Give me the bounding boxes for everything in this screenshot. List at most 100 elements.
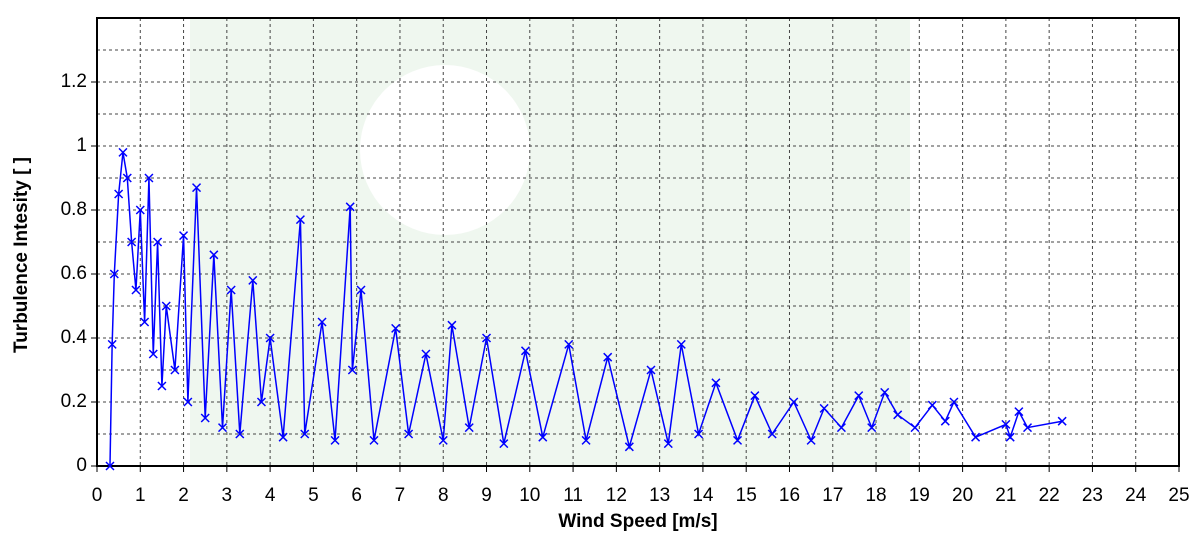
data-point (564, 339, 574, 349)
data-point (317, 317, 327, 327)
data-point (157, 381, 167, 391)
data-point (538, 432, 548, 442)
x-tick-label: 17 (822, 485, 843, 506)
data-point (114, 189, 124, 199)
x-tick-label: 2 (178, 485, 189, 506)
data-point (694, 429, 704, 439)
data-point (940, 416, 950, 426)
data-point (624, 442, 634, 452)
x-tick-label: 8 (438, 485, 449, 506)
data-point (330, 435, 340, 445)
x-tick-label: 3 (222, 485, 233, 506)
x-axis-title: Wind Speed [m/s] (558, 511, 717, 532)
x-tick-label: 18 (865, 485, 886, 506)
data-point (910, 423, 920, 433)
data-point (183, 397, 193, 407)
y-tick-label: 0.6 (61, 263, 87, 284)
x-tick-label: 10 (519, 485, 540, 506)
data-point (179, 231, 189, 241)
data-point (767, 429, 777, 439)
x-tick-label: 7 (395, 485, 406, 506)
x-tick-label: 11 (563, 485, 583, 506)
x-tick-label: 24 (1125, 485, 1147, 506)
data-point (711, 378, 721, 388)
data-point (170, 365, 180, 375)
data-point (676, 339, 686, 349)
data-point (663, 439, 673, 449)
data-point (404, 429, 414, 439)
data-point (949, 397, 959, 407)
data-point (520, 346, 531, 356)
data-point (603, 352, 613, 362)
x-tick-label: 12 (606, 485, 627, 506)
data-point (481, 333, 492, 343)
data-point (153, 237, 163, 247)
data-point (464, 423, 474, 433)
data-point (1057, 416, 1067, 426)
data-point (144, 173, 154, 183)
x-tick-label: 1 (135, 485, 146, 506)
data-point (192, 183, 202, 193)
y-tick-label: 1 (76, 135, 87, 156)
data-point (438, 435, 448, 445)
x-tick-label: 6 (351, 485, 362, 506)
data-point (880, 387, 890, 397)
data-point (581, 435, 591, 445)
data-point (391, 323, 401, 333)
x-tick-label: 15 (736, 485, 757, 506)
data-point (265, 333, 275, 343)
data-point (300, 429, 310, 439)
data-point (226, 285, 236, 295)
data-point (1005, 432, 1015, 442)
data-point (806, 435, 816, 445)
data-point (854, 391, 864, 401)
data-point (127, 237, 137, 247)
data-point (369, 435, 379, 445)
data-point (345, 202, 355, 212)
data-point (447, 320, 457, 330)
data-point (140, 317, 150, 327)
data-point (135, 205, 145, 215)
data-point (893, 410, 903, 420)
x-tick-label: 0 (92, 485, 103, 506)
y-tick-label: 0.2 (61, 391, 87, 412)
x-tick-label: 9 (481, 485, 492, 506)
x-tick-label: 13 (649, 485, 670, 506)
data-point (421, 349, 431, 359)
y-tick-label: 0.8 (61, 199, 87, 220)
data-point (819, 403, 829, 413)
data-point (131, 285, 141, 295)
x-tick-label: 5 (308, 485, 319, 506)
x-tick-label: 25 (1168, 485, 1189, 506)
y-tick-label: 0 (76, 455, 87, 476)
data-point (256, 397, 266, 407)
data-point (278, 432, 288, 442)
data-point (107, 339, 117, 349)
data-point (356, 285, 366, 295)
data-point (122, 173, 132, 183)
data-point (1022, 423, 1033, 433)
data-point (1001, 419, 1011, 429)
x-tick-label: 21 (995, 485, 1016, 506)
x-tick-label: 23 (1082, 485, 1103, 506)
data-point (347, 365, 357, 375)
data-point (248, 275, 258, 285)
data-point (750, 391, 760, 401)
plot-frame (96, 17, 1180, 467)
data-point (1014, 407, 1024, 417)
data-point (295, 215, 305, 225)
y-tick-label: 0.4 (61, 327, 88, 348)
data-point (109, 269, 119, 279)
y-axis-title: Turbulence Intesity [ ] (11, 157, 32, 353)
data-point (217, 423, 228, 433)
data-point (209, 250, 219, 260)
data-point (200, 413, 210, 423)
data-point (646, 365, 656, 375)
x-tick-label: 20 (952, 485, 973, 506)
data-point (105, 461, 115, 471)
x-tick-label: 16 (779, 485, 800, 506)
data-point (867, 423, 877, 433)
data-point (789, 397, 799, 407)
